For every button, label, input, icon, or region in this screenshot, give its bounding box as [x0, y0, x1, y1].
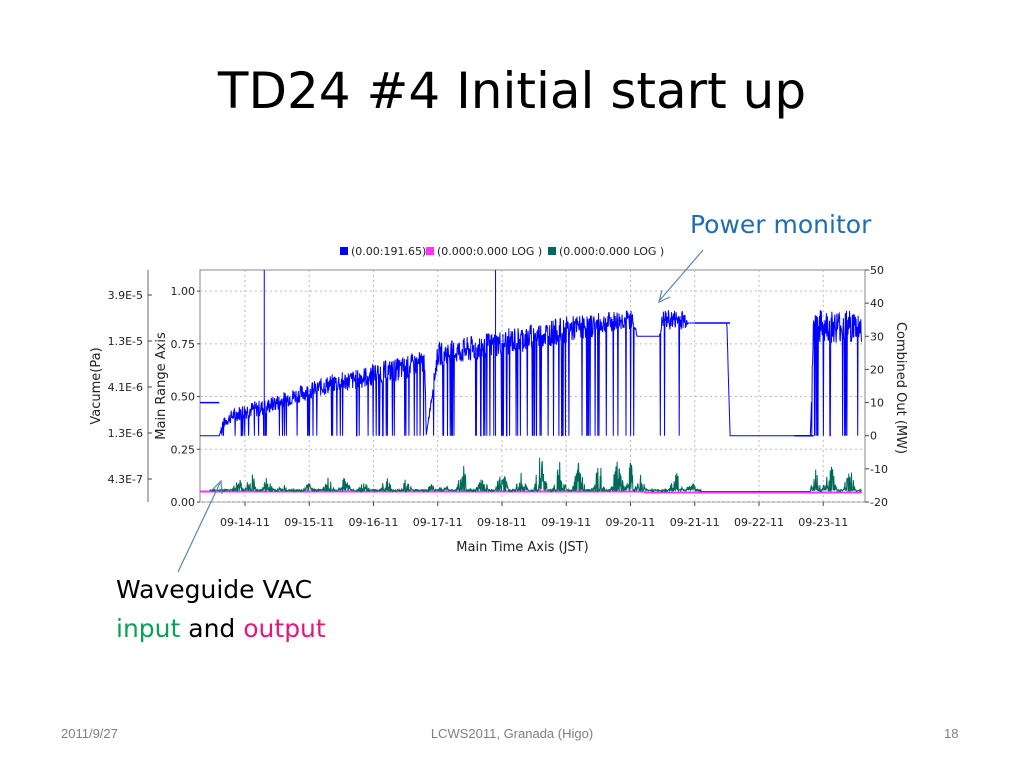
x-tick-label: 09-21-11	[670, 516, 720, 529]
footer-date: 2011/9/27	[61, 726, 118, 741]
waveguide-title: Waveguide VAC	[116, 575, 313, 604]
x-tick-label: 09-16-11	[349, 516, 399, 529]
y-vacuum-axis-label: Vacume(Pa)	[89, 347, 104, 424]
y-right-tick-label: -20	[870, 496, 888, 509]
power-monitor-arrowhead	[658, 289, 671, 304]
plot-area	[199, 269, 866, 503]
y-right-tick-label: 30	[870, 330, 884, 343]
series-layer	[200, 270, 862, 494]
and-label: and	[180, 614, 244, 643]
legend-swatch	[426, 247, 434, 255]
x-tick-label: 09-22-11	[734, 516, 784, 529]
input-label: input	[116, 614, 181, 643]
y-right-axis-label: Combined Out (MW)	[893, 322, 908, 454]
y-right-tick-label: 0	[870, 430, 877, 443]
legend-swatch	[340, 247, 348, 255]
legend-label: (0.000:0.000 LOG )	[437, 245, 542, 258]
y-vacuum-tick-label: 1.3E-5	[108, 335, 143, 348]
power-monitor-arrow	[659, 249, 704, 301]
page-title: TD24 #4 Initial start up	[217, 62, 807, 120]
footer-center: LCWS2011, Granada (Higo)	[430, 726, 594, 741]
footer-page-number: 18	[944, 726, 959, 741]
x-axis-label: Main Time Axis (JST)	[456, 540, 588, 555]
waveguide-annotation: Waveguide VAC input and output	[116, 570, 326, 648]
axes: 0.00 0.25 0.50 0.75 1.00 09-14-11 09-15-11 09-1…	[89, 264, 908, 555]
y-right-tick-label: 10	[870, 397, 884, 410]
x-tick-label: 09-23-11	[798, 516, 848, 529]
legend-swatch	[548, 247, 556, 255]
y-main-tick-label: 0.00	[171, 496, 196, 509]
waveguide-legend-line: input and output	[116, 609, 326, 648]
y-right-tick-label: 20	[870, 363, 884, 376]
chart-legend: (0.00:191.65) (0.000:0.000 LOG ) (0.000:0.…	[340, 245, 664, 258]
y-main-tick-label: 0.25	[171, 443, 196, 456]
y-vacuum-tick-label: 4.1E-6	[108, 381, 143, 394]
legend-label: (0.00:191.65)	[351, 245, 426, 258]
output-label: output	[243, 614, 326, 643]
power-monitor-annotation: Power monitor	[690, 210, 872, 239]
y-right-tick-label: 40	[870, 297, 884, 310]
waveguide-arrowhead	[211, 479, 223, 495]
y-main-tick-label: 0.50	[171, 391, 196, 404]
input-vacuum-series-line	[209, 457, 862, 494]
x-tick-label: 09-18-11	[477, 516, 527, 529]
y-main-tick-label: 1.00	[171, 285, 196, 298]
y-right-tick-label: 50	[870, 264, 884, 277]
x-tick-label: 09-14-11	[220, 516, 270, 529]
waveguide-arrow	[177, 482, 221, 573]
x-tick-label: 09-17-11	[413, 516, 463, 529]
y-vacuum-tick-label: 4.3E-7	[108, 473, 143, 486]
legend-label: (0.000:0.000 LOG )	[559, 245, 664, 258]
y-vacuum-tick-label: 1.3E-6	[108, 427, 143, 440]
y-main-tick-label: 0.75	[171, 338, 196, 351]
x-tick-label: 09-20-11	[606, 516, 656, 529]
y-vacuum-tick-label: 3.9E-5	[108, 289, 143, 302]
annotation-arrows	[177, 249, 704, 573]
x-tick-label: 09-15-11	[284, 516, 334, 529]
y-main-axis-label: Main Range Axis	[154, 332, 169, 440]
power-monitor-series-line	[200, 310, 862, 437]
x-tick-label: 09-19-11	[541, 516, 591, 529]
y-right-tick-label: -10	[870, 463, 888, 476]
output-vacuum-series-line	[200, 490, 862, 494]
